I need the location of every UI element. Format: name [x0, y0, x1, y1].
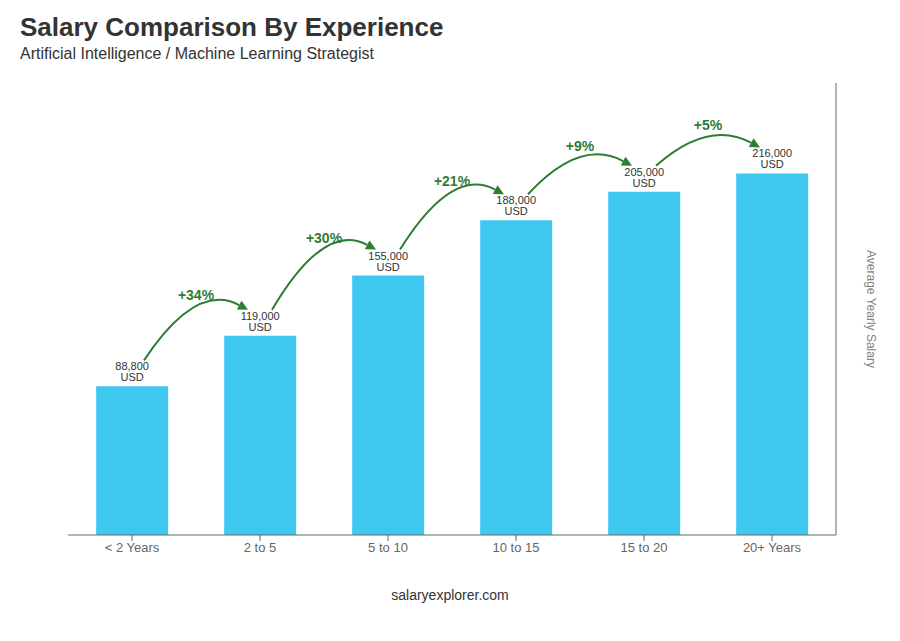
- svg-text:20+ Years: 20+ Years: [743, 540, 802, 555]
- html-text:salaryexplorer.com: salaryexplorer.com: [391, 587, 509, 603]
- svg-text:155,000USD: 155,000USD: [368, 250, 408, 273]
- svg-text:2 to 5: 2 to 5: [244, 540, 277, 555]
- svg-text:5 to 10: 5 to 10: [368, 540, 408, 555]
- svg-text:+9%: +9%: [566, 138, 595, 154]
- svg-text:+34%: +34%: [178, 287, 215, 303]
- svg-text:216,000USD: 216,000USD: [752, 147, 792, 170]
- svg-text:< 2 Years: < 2 Years: [105, 540, 160, 555]
- svg-text:10 to 15: 10 to 15: [493, 540, 540, 555]
- svg-text:15 to 20: 15 to 20: [621, 540, 668, 555]
- html-text:Artificial Intelligence / Mach: Artificial Intelligence / Machine Learni…: [20, 45, 374, 62]
- svg-text:+21%: +21%: [434, 173, 471, 189]
- svg-text:119,000USD: 119,000USD: [241, 310, 280, 333]
- svg-text:188,000USD: 188,000USD: [496, 194, 536, 217]
- svg-text:+30%: +30%: [306, 230, 343, 246]
- svg-text:88,800USD: 88,800USD: [115, 360, 149, 383]
- html-text:Salary Comparison By Experienc: Salary Comparison By Experience: [20, 12, 444, 42]
- svg-text:+5%: +5%: [694, 117, 723, 133]
- svg-text:Average Yearly Salary: Average Yearly Salary: [864, 250, 878, 368]
- svg-text:205,000USD: 205,000USD: [624, 166, 664, 189]
